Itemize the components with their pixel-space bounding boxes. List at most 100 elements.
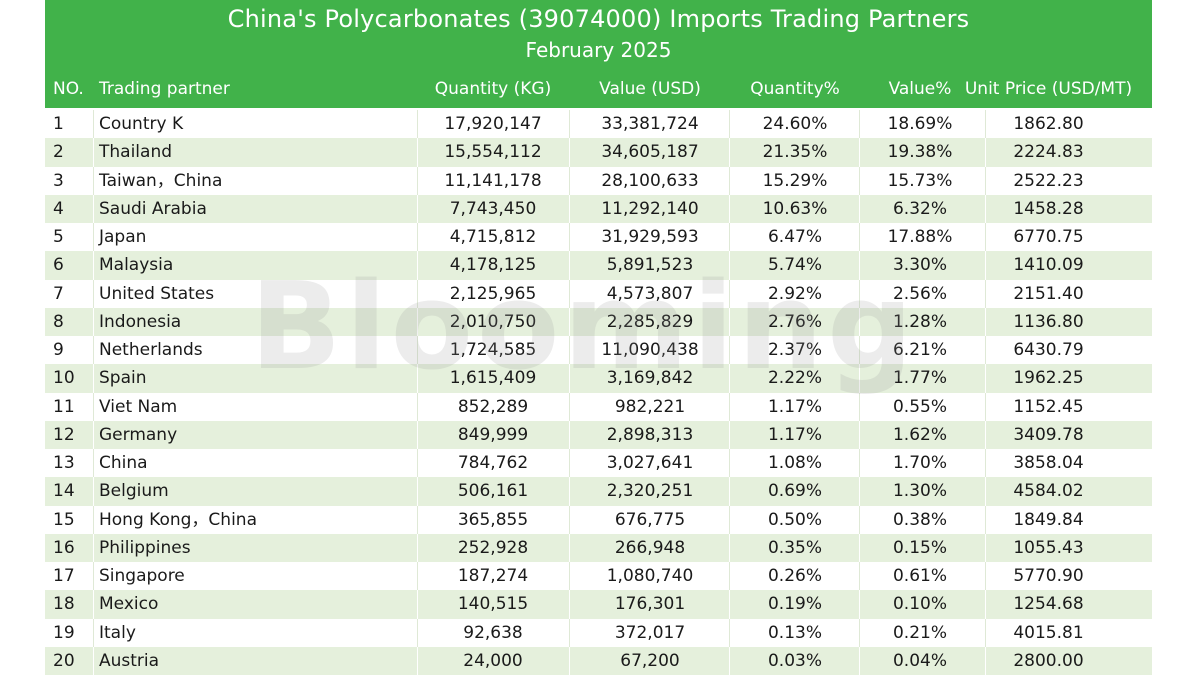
- table-row: 10 Spain 1,615,409 3,169,842 2.22% 1.77% 1962.…: [45, 364, 1152, 393]
- column-divider: [729, 138, 730, 167]
- quantity-kg-cell: 7,743,450: [449, 198, 537, 219]
- quantity-pct-cell: 1.17%: [767, 396, 822, 417]
- column-divider: [93, 251, 94, 280]
- row-number-cell: 4: [53, 198, 64, 219]
- row-number-cell: 1: [53, 114, 64, 134]
- unit-price-cell: 6770.75: [1013, 227, 1084, 247]
- unit-price-cell: 1849.84: [1013, 509, 1084, 530]
- trading-partner-cell: Indonesia: [99, 311, 182, 332]
- column-divider: [569, 279, 570, 308]
- quantity-pct-cell: 1.17%: [767, 424, 822, 445]
- quantity-kg-cell: 11,141,178: [444, 170, 542, 191]
- column-divider: [985, 392, 986, 421]
- column-divider: [417, 110, 418, 139]
- table-row: 1 Country K 17,920,147 33,381,724 24.60% 18.6…: [45, 110, 1152, 139]
- value-usd-cell: 2,320,251: [606, 481, 694, 502]
- value-usd-cell: 31,929,593: [601, 227, 699, 247]
- quantity-pct-cell: 2.92%: [767, 283, 822, 304]
- value-usd-cell: 4,573,807: [606, 283, 694, 304]
- table-row: 18 Mexico 140,515 176,301 0.19% 0.10% 1254.68: [45, 590, 1152, 619]
- row-number-cell: 10: [53, 368, 75, 389]
- quantity-pct-cell: 15.29%: [762, 170, 828, 191]
- quantity-kg-cell: 140,515: [457, 594, 529, 615]
- column-divider: [729, 646, 730, 675]
- row-number-cell: 8: [53, 311, 64, 332]
- value-pct-cell: 18.69%: [887, 114, 953, 134]
- quantity-pct-cell: 0.50%: [767, 509, 822, 530]
- column-divider: [569, 477, 570, 506]
- column-divider: [729, 166, 730, 195]
- column-header-value-pct: Value%: [888, 79, 952, 99]
- column-divider: [729, 336, 730, 365]
- quantity-kg-cell: 784,762: [457, 453, 529, 473]
- column-divider: [859, 477, 860, 506]
- row-number-cell: 2: [53, 142, 64, 163]
- unit-price-cell: 2522.23: [1013, 170, 1084, 191]
- table-row: 15 Hong Kong，China 365,855 676,775 0.50% 0.38…: [45, 505, 1152, 534]
- row-number-cell: 14: [53, 481, 75, 502]
- row-number-cell: 16: [53, 537, 75, 558]
- column-divider: [93, 533, 94, 562]
- column-divider: [93, 364, 94, 393]
- unit-price-cell: 1458.28: [1013, 198, 1084, 219]
- column-divider: [569, 618, 570, 647]
- column-divider: [417, 420, 418, 449]
- column-divider: [569, 336, 570, 365]
- column-divider: [93, 392, 94, 421]
- quantity-pct-cell: 6.47%: [767, 227, 822, 247]
- value-pct-cell: 1.28%: [892, 311, 947, 332]
- quantity-kg-cell: 187,274: [457, 566, 529, 586]
- trading-partner-cell: Taiwan，China: [99, 170, 223, 191]
- column-divider: [985, 364, 986, 393]
- value-pct-cell: 6.21%: [892, 340, 947, 360]
- value-usd-cell: 11,090,438: [601, 340, 699, 360]
- value-pct-cell: 19.38%: [887, 142, 953, 163]
- column-divider: [569, 392, 570, 421]
- table-row: 19 Italy 92,638 372,017 0.13% 0.21% 4015.81: [45, 618, 1152, 647]
- unit-price-cell: 2151.40: [1013, 283, 1084, 304]
- unit-price-cell: 1862.80: [1013, 114, 1084, 134]
- quantity-pct-cell: 1.08%: [767, 453, 822, 473]
- value-usd-cell: 28,100,633: [601, 170, 699, 191]
- quantity-pct-cell: 5.74%: [767, 255, 822, 276]
- trading-partner-cell: Spain: [99, 368, 147, 389]
- column-divider: [985, 533, 986, 562]
- column-divider: [985, 251, 986, 280]
- column-divider: [729, 477, 730, 506]
- column-divider: [569, 307, 570, 336]
- quantity-pct-cell: 0.13%: [767, 622, 822, 643]
- table-row: 13 China 784,762 3,027,641 1.08% 1.70% 3858.04: [45, 449, 1152, 478]
- column-divider: [93, 110, 94, 139]
- unit-price-cell: 1254.68: [1013, 594, 1084, 615]
- unit-price-cell: 6430.79: [1013, 340, 1084, 360]
- column-divider: [859, 590, 860, 619]
- column-divider: [985, 336, 986, 365]
- column-divider: [859, 562, 860, 591]
- column-divider: [729, 618, 730, 647]
- table-row: 11 Viet Nam 852,289 982,221 1.17% 0.55% 1152.4…: [45, 392, 1152, 421]
- column-divider: [859, 646, 860, 675]
- column-divider: [569, 166, 570, 195]
- column-divider: [93, 646, 94, 675]
- trading-partner-cell: United States: [99, 283, 215, 304]
- column-divider: [985, 646, 986, 675]
- page-title: China's Polycarbonates (39074000) Import…: [227, 5, 970, 33]
- column-divider: [93, 166, 94, 195]
- column-divider: [985, 166, 986, 195]
- table-row: 2 Thailand 15,554,112 34,605,187 21.35% 19.38…: [45, 138, 1152, 167]
- value-pct-cell: 1.62%: [892, 424, 947, 445]
- value-usd-cell: 67,200: [620, 650, 680, 671]
- table-row: 8 Indonesia 2,010,750 2,285,829 2.76% 1.28% 11…: [45, 307, 1152, 336]
- column-divider: [93, 477, 94, 506]
- column-header-value: Value (USD): [599, 79, 701, 99]
- column-divider: [569, 533, 570, 562]
- value-pct-cell: 1.70%: [892, 453, 947, 473]
- table-row: 20 Austria 24,000 67,200 0.03% 0.04% 2800.00: [45, 646, 1152, 675]
- column-divider: [859, 166, 860, 195]
- value-pct-cell: 0.10%: [892, 594, 947, 615]
- trading-partner-cell: Japan: [99, 227, 147, 247]
- quantity-kg-cell: 365,855: [457, 509, 529, 530]
- value-usd-cell: 982,221: [614, 396, 686, 417]
- unit-price-cell: 1136.80: [1013, 311, 1084, 332]
- column-divider: [985, 307, 986, 336]
